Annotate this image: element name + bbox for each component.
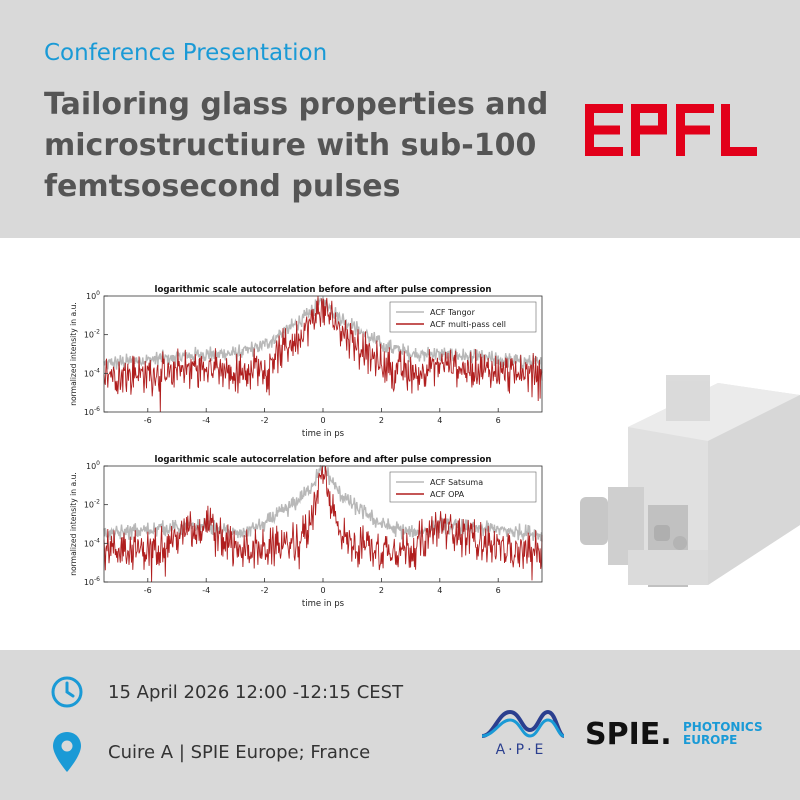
- y-tick-label: 10-2: [84, 499, 100, 510]
- y-tick-label: 10-4: [84, 537, 100, 548]
- y-tick-label: 100: [86, 460, 100, 471]
- title-line: microstructiure with sub-100: [44, 128, 537, 163]
- legend-entry: ACF Tangor: [430, 308, 476, 317]
- x-tick-label: -6: [144, 586, 152, 595]
- legend-entry: ACF Satsuma: [430, 478, 483, 487]
- title-line: femtsosecond pulses: [44, 169, 401, 204]
- legend-box: [389, 301, 537, 333]
- x-tick-label: 4: [437, 586, 442, 595]
- x-tick-label: -2: [261, 416, 269, 425]
- chart-title: logarithmic scale autocorrelation before…: [155, 285, 492, 295]
- y-tick-label: 10-6: [84, 576, 100, 587]
- laser-device-image: [580, 375, 800, 587]
- map-pin-icon: [53, 732, 81, 772]
- footer-banner: 15 April 2026 12:00 -12:15 CEST Cuire A …: [0, 650, 800, 800]
- chart-title: logarithmic scale autocorrelation before…: [155, 455, 492, 465]
- x-tick-label: -4: [202, 416, 210, 425]
- legend-box: [389, 471, 537, 503]
- y-tick-label: 10-2: [84, 329, 100, 340]
- legend-entry: ACF OPA: [430, 490, 465, 499]
- y-axis-label: normalized intensity in a.u.: [69, 472, 78, 576]
- ape-logo: A·P·E: [481, 709, 565, 758]
- spie-logo-text: SPIE.: [585, 717, 672, 752]
- clock-icon: [51, 676, 83, 708]
- location-row: Cuire A | SPIE Europe; France: [50, 730, 370, 774]
- presentation-title: Tailoring glass properties and microstru…: [44, 84, 564, 207]
- x-tick-label: 4: [437, 416, 442, 425]
- epfl-logo: [585, 104, 757, 156]
- y-tick-label: 10-4: [84, 367, 100, 378]
- date-row: 15 April 2026 12:00 -12:15 CEST: [50, 675, 403, 709]
- date-time-text: 15 April 2026 12:00 -12:15 CEST: [108, 681, 404, 703]
- spie-logo-sub-line: PHOTONICS: [683, 720, 763, 734]
- y-tick-label: 100: [86, 290, 100, 301]
- y-tick-label: 10-6: [84, 406, 100, 417]
- x-tick-label: 6: [496, 416, 501, 425]
- title-line: Tailoring glass properties and: [44, 87, 549, 122]
- spie-logo-sub-line: EUROPE: [683, 733, 737, 747]
- x-tick-label: 0: [320, 416, 325, 425]
- x-axis-label: time in ps: [302, 429, 345, 439]
- x-tick-label: -4: [202, 586, 210, 595]
- location-text: Cuire A | SPIE Europe; France: [108, 741, 371, 763]
- y-axis-label: normalized intensity in a.u.: [69, 302, 78, 406]
- legend-entry: ACF multi-pass cell: [430, 320, 506, 329]
- x-tick-label: 2: [379, 586, 384, 595]
- series-line-compressed: [103, 465, 543, 583]
- x-tick-label: 6: [496, 586, 501, 595]
- ape-logo-text: A·P·E: [496, 742, 547, 758]
- x-tick-label: -6: [144, 416, 152, 425]
- x-tick-label: 2: [379, 416, 384, 425]
- spie-photonics-europe-logo: SPIE. PHOTONICS EUROPE: [585, 717, 763, 752]
- x-tick-label: -2: [261, 586, 269, 595]
- series-line-compressed: [103, 295, 543, 413]
- header-banner: Conference Presentation Tailoring glass …: [0, 0, 800, 238]
- x-axis-label: time in ps: [302, 599, 345, 609]
- event-type-label: Conference Presentation: [44, 40, 328, 66]
- x-tick-label: 0: [320, 586, 325, 595]
- autocorrelation-charts: logarithmic scale autocorrelation before…: [69, 285, 543, 609]
